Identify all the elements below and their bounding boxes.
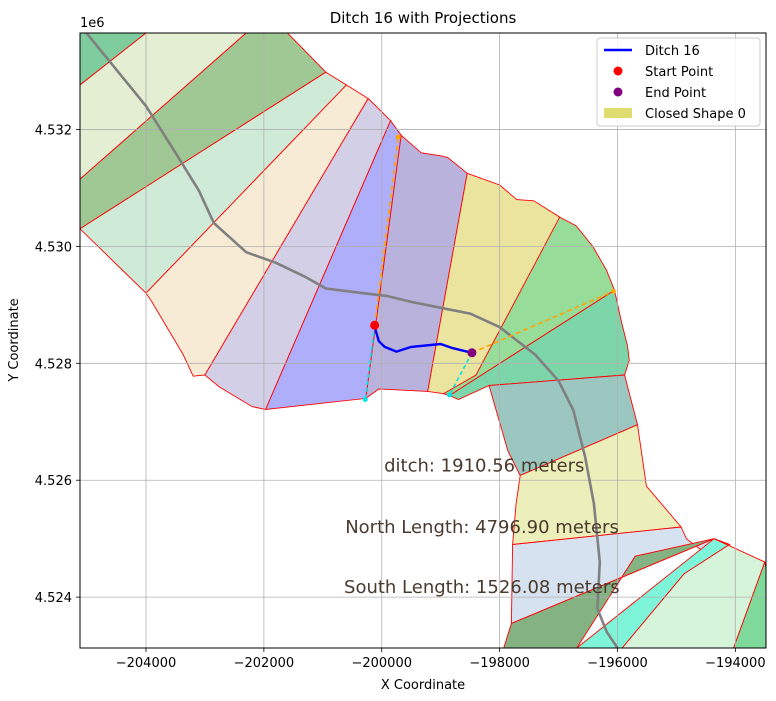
legend-label: End Point bbox=[645, 86, 706, 101]
y-offset-label: 1e6 bbox=[80, 16, 105, 31]
x-axis-ticks: −204000 −202000 −200000 −198000 −196000 −1940… bbox=[116, 648, 766, 671]
annotation-text: South Length: 1526.08 meters bbox=[344, 577, 620, 598]
x-tick-label: −200000 bbox=[351, 656, 412, 671]
centerline bbox=[84, 33, 619, 648]
y-tick-label: 4.532 bbox=[35, 123, 72, 138]
south-projection-start-line bbox=[364, 325, 376, 400]
north-projection-endpoint bbox=[395, 134, 401, 140]
zone-polygon-14 bbox=[503, 538, 715, 648]
legend-box bbox=[596, 37, 761, 127]
legend-swatch-patch bbox=[604, 108, 632, 118]
x-tick-label: −194000 bbox=[705, 656, 766, 671]
plot-frame bbox=[79, 32, 767, 649]
end-point-marker bbox=[467, 348, 477, 358]
south-projection-line bbox=[448, 352, 473, 396]
annotations: ditch: 1910.56 meters North Length: 4796.… bbox=[344, 456, 620, 599]
chart-title: Ditch 16 with Projections bbox=[330, 9, 517, 27]
annotation-text: ditch: 1910.56 meters bbox=[384, 456, 584, 477]
grid-lines bbox=[80, 33, 766, 648]
legend-swatch-marker bbox=[613, 66, 623, 76]
south-projection-endpoint bbox=[362, 397, 368, 403]
north-projection-line bbox=[471, 290, 614, 354]
y-axis-label: Y Coordinate bbox=[7, 298, 22, 382]
x-tick-label: −196000 bbox=[587, 656, 648, 671]
y-tick-label: 4.530 bbox=[35, 240, 72, 255]
ditch-series-line bbox=[373, 326, 473, 354]
x-tick-label: −202000 bbox=[234, 656, 295, 671]
x-tick-label: −204000 bbox=[116, 656, 177, 671]
annotation-text: North Length: 4796.90 meters bbox=[345, 517, 619, 538]
south-projection-endpoint bbox=[447, 392, 453, 398]
y-tick-label: 4.526 bbox=[35, 474, 72, 489]
x-axis-label: X Coordinate bbox=[381, 678, 465, 693]
x-tick-label: −198000 bbox=[469, 656, 530, 671]
y-tick-label: 4.528 bbox=[35, 357, 72, 372]
zone-polygon-11 bbox=[488, 374, 639, 477]
zone-polygons bbox=[80, 33, 766, 648]
legend-label: Closed Shape 0 bbox=[645, 107, 746, 122]
legend-swatch-marker bbox=[613, 87, 623, 97]
legend-label: Ditch 16 bbox=[645, 44, 700, 59]
y-axis-ticks: 4.524 4.526 4.528 4.530 4.532 bbox=[35, 123, 80, 606]
plot-lines bbox=[84, 33, 619, 648]
north-projection-endpoint bbox=[610, 288, 616, 294]
legend-label: Start Point bbox=[645, 65, 713, 80]
start-point-marker bbox=[370, 320, 380, 330]
plot-markers bbox=[362, 134, 616, 403]
y-tick-label: 4.524 bbox=[35, 591, 72, 606]
legend: Ditch 16 Start Point End Point Closed Shape… bbox=[596, 37, 761, 127]
